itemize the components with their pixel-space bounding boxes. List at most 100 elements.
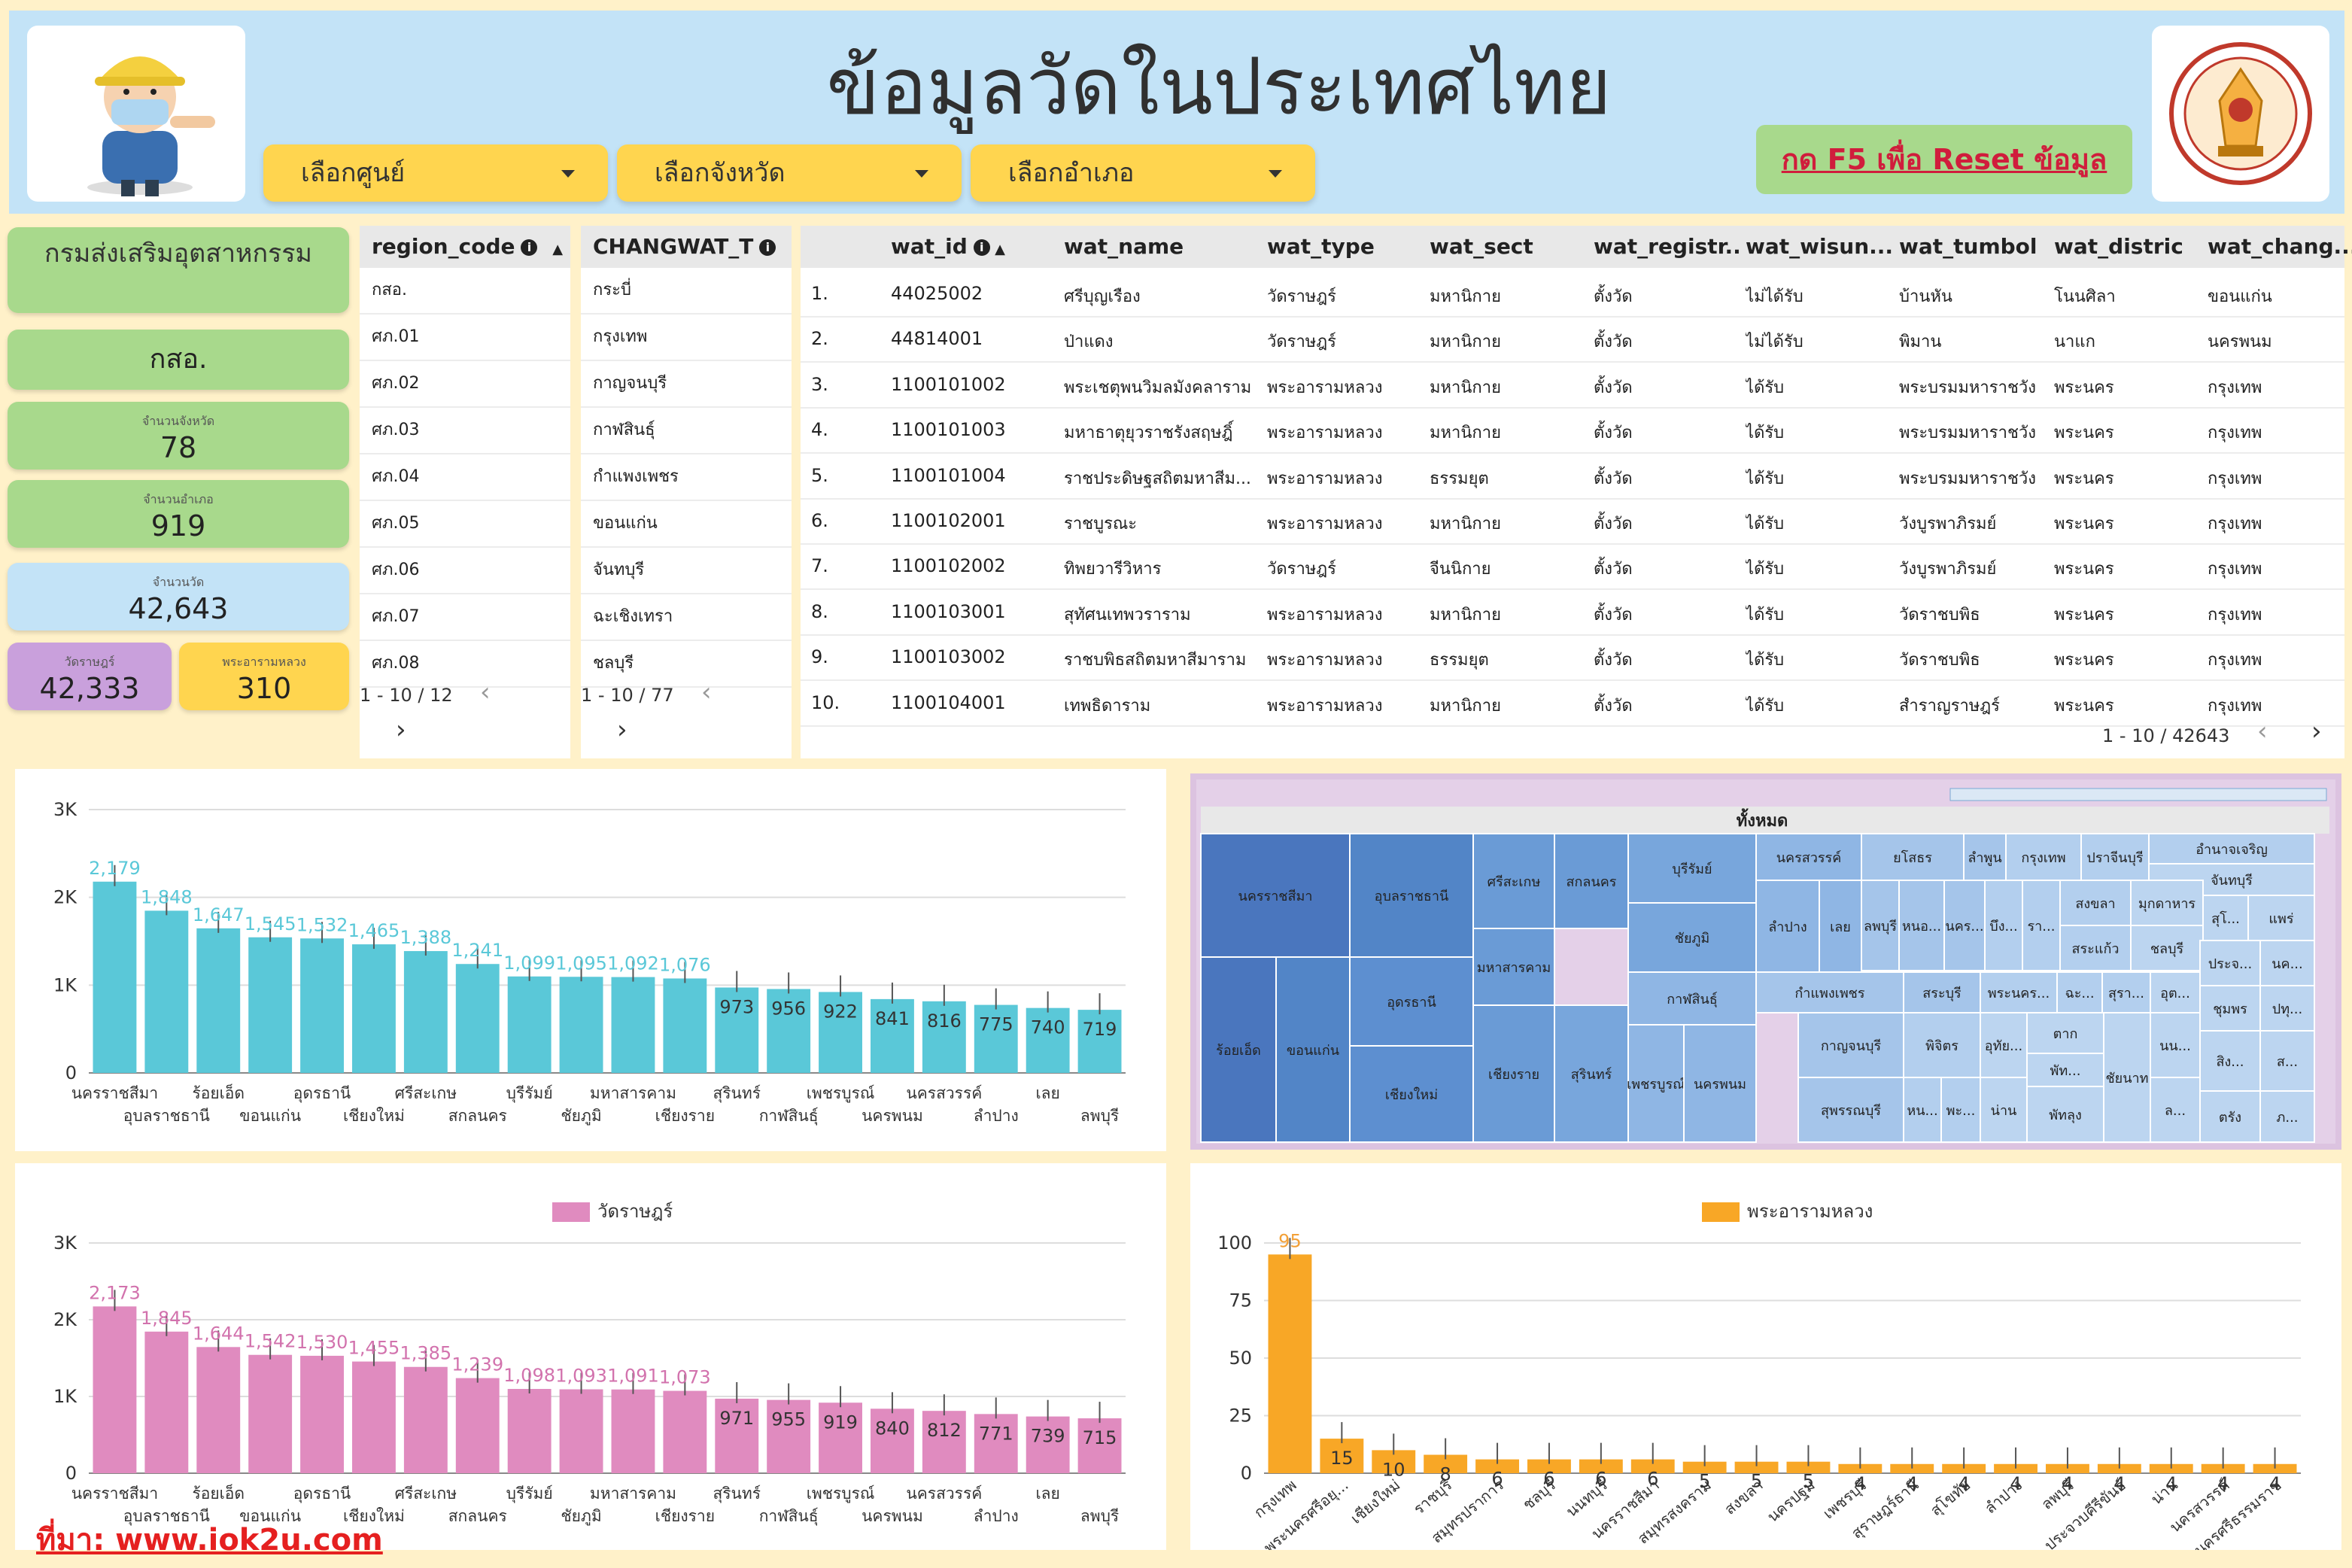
table-cell: ได้รับ bbox=[1746, 651, 1785, 670]
column-header-wat_chang[interactable]: wat_chang... bbox=[2208, 226, 2352, 268]
bar-chart-royal: 0255075100พระอารามหลวง95กรุงเทพ15พระนครศ… bbox=[1217, 1201, 2301, 1559]
table-cell: ราชประดิษฐสถิตมหาสีม... bbox=[1064, 469, 1251, 488]
province-row[interactable]: ชลบุรี bbox=[581, 641, 792, 688]
table-row[interactable]: 10. 1100104001 เทพธิดาราม พระอารามหลวง มหานิ… bbox=[801, 682, 2344, 727]
treemap-label: ยโสธร bbox=[1893, 849, 1932, 866]
treemap-label: กรุงเทพ bbox=[2021, 850, 2065, 866]
x-tick-label: ร้อยเอ็ด bbox=[192, 1483, 245, 1503]
region-table-header[interactable]: region_code i ▲ bbox=[360, 226, 570, 268]
select-center-dropdown[interactable]: เลือกศูนย์ bbox=[263, 144, 608, 202]
treemap-label: เลย bbox=[1830, 919, 1851, 935]
y-tick-label: 100 bbox=[1217, 1232, 1252, 1253]
region-row[interactable]: ศภ.07 bbox=[360, 594, 570, 641]
data-label: 4 bbox=[2062, 1473, 2073, 1494]
table-row[interactable]: 4. 1100101003 มหาธาตุยุวราชรังสฤษฎิ์ พระอาร… bbox=[801, 409, 2344, 454]
treemap-cell bbox=[1554, 1004, 1629, 1143]
treemap-cell bbox=[2130, 880, 2204, 926]
legend-swatch bbox=[1702, 1202, 1740, 1222]
province-row[interactable]: กรุงเทพ bbox=[581, 315, 792, 361]
column-header-wat_type[interactable]: wat_type bbox=[1267, 226, 1415, 268]
region-row[interactable]: ศภ.06 bbox=[360, 548, 570, 594]
region-row[interactable]: ศภ.02 bbox=[360, 361, 570, 408]
treemap-cell bbox=[2130, 925, 2204, 971]
table-cell: 44814001 bbox=[891, 328, 983, 350]
table-row[interactable]: 2. 44814001 ป่าแดง วัดราษฎร์ มหานิกาย ตั้งวัด… bbox=[801, 318, 2344, 363]
treemap-cell bbox=[1472, 1004, 1555, 1143]
bar bbox=[507, 1389, 552, 1473]
data-label: 775 bbox=[979, 1014, 1013, 1035]
next-page-icon[interactable]: › bbox=[396, 715, 406, 745]
treemap-label: แพร่ bbox=[2268, 911, 2293, 927]
province-row[interactable]: กระบี่ bbox=[581, 268, 792, 315]
table-row[interactable]: 5. 1100101004 ราชประดิษฐสถิตมหาสีม... พระอา… bbox=[801, 454, 2344, 500]
province-table-header[interactable]: CHANGWAT_T i bbox=[581, 226, 792, 268]
province-row[interactable]: กำแพงเพชร bbox=[581, 454, 792, 501]
column-header-wat_wisun[interactable]: wat_wisun... bbox=[1746, 226, 1893, 268]
sort-asc-icon[interactable]: ▲ bbox=[552, 242, 564, 257]
treemap-cell bbox=[2259, 985, 2315, 1032]
bar bbox=[507, 976, 552, 1073]
data-label: 719 bbox=[1083, 1019, 1117, 1040]
column-header-wat_name[interactable]: wat_name bbox=[1064, 226, 1211, 268]
province-row[interactable]: ขอนแก่น bbox=[581, 501, 792, 548]
table-row[interactable]: 8. 1100103001 สุทัศนเทพวราราม พระอารามหลวง ม… bbox=[801, 591, 2344, 636]
region-row[interactable]: กสอ. bbox=[360, 268, 570, 315]
treemap-label: พระนคร... bbox=[1988, 986, 2050, 1001]
column-label: wat_registr... bbox=[1594, 234, 1741, 259]
table-cell: พระอารามหลวง bbox=[1267, 651, 1383, 670]
table-row[interactable]: 6. 1100102001 ราชบูรณะ พระอารามหลวง มหานิกาย… bbox=[801, 500, 2344, 545]
next-page-icon[interactable]: › bbox=[617, 715, 628, 745]
column-header-wat_id[interactable]: wat_id i ▲ bbox=[891, 226, 1041, 268]
select-district-dropdown[interactable]: เลือกอำเภอ bbox=[971, 144, 1315, 202]
selected-center-card: กสอ. bbox=[8, 330, 349, 390]
bar bbox=[352, 1361, 396, 1473]
table-cell: พระอารามหลวง bbox=[1267, 515, 1383, 533]
column-header-wat_distric[interactable]: wat_distric bbox=[2054, 226, 2202, 268]
province-row[interactable]: จันทบุรี bbox=[581, 548, 792, 594]
prev-page-icon[interactable]: ‹ bbox=[2257, 716, 2268, 746]
data-label: 1,647 bbox=[193, 904, 245, 925]
province-row[interactable]: ฉะเชิงเทรา bbox=[581, 594, 792, 641]
x-tick-label: สกลนคร bbox=[448, 1507, 507, 1525]
region-row[interactable]: ศภ.05 bbox=[360, 501, 570, 548]
bar bbox=[2201, 1463, 2245, 1473]
column-header-wat_registr[interactable]: wat_registr... bbox=[1594, 226, 1741, 268]
province-row[interactable]: กาฬสินธุ์ bbox=[581, 408, 792, 454]
provinces-card: จำนวนจังหวัด 78 bbox=[8, 402, 349, 469]
table-cell: 1100104001 bbox=[891, 691, 1006, 713]
x-tick-label: ลำปาง bbox=[1981, 1475, 2025, 1517]
treemap-cell bbox=[2247, 895, 2315, 941]
region-row[interactable]: ศภ.03 bbox=[360, 408, 570, 454]
table-row[interactable]: 3. 1100101002 พระเชตุพนวิมลมังคลาราม พระอาร… bbox=[801, 363, 2344, 409]
prev-page-icon[interactable]: ‹ bbox=[480, 677, 491, 707]
table-cell: ธรรมยุต bbox=[1430, 651, 1489, 670]
column-header-wat_sect[interactable]: wat_sect bbox=[1430, 226, 1577, 268]
select-province-dropdown[interactable]: เลือกจังหวัด bbox=[617, 144, 962, 202]
column-header-wat_tumbol[interactable]: wat_tumbol bbox=[1899, 226, 2047, 268]
table-row[interactable]: 7. 1100102002 ทิพยวารีวิหาร วัดราษฎร์ จีนนิก… bbox=[801, 545, 2344, 591]
sort-asc-icon[interactable]: ▲ bbox=[989, 242, 1005, 257]
table-row[interactable]: 1. 44025002 ศรีบุญเรือง วัดราษฎร์ มหานิกาย ตั… bbox=[801, 272, 2344, 318]
province-row[interactable]: กาญจนบุรี bbox=[581, 361, 792, 408]
bar bbox=[871, 1408, 914, 1473]
table-cell: โนนศิลา bbox=[2054, 287, 2116, 306]
table-cell: มหานิกาย bbox=[1430, 515, 1501, 533]
table-cell: พิมาน bbox=[1899, 333, 1942, 352]
region-column-label: region_code bbox=[372, 234, 515, 259]
prev-page-icon[interactable]: ‹ bbox=[701, 677, 712, 707]
chevron-down-icon bbox=[561, 170, 575, 178]
region-row[interactable]: ศภ.04 bbox=[360, 454, 570, 501]
legend-label: วัดราษฎร์ bbox=[597, 1201, 673, 1222]
bar bbox=[144, 1331, 189, 1473]
treemap-cell bbox=[2202, 895, 2249, 941]
region-row[interactable]: ศภ.08 bbox=[360, 641, 570, 688]
next-page-icon[interactable]: › bbox=[2311, 716, 2322, 746]
province-rows: กระบี่ กรุงเทพ กาญจนบุรี กาฬสินธุ์ กำแพงเพชร… bbox=[581, 268, 792, 688]
region-row[interactable]: ศภ.01 bbox=[360, 315, 570, 361]
table-cell: 10. bbox=[811, 691, 840, 713]
reset-hint-button[interactable]: กด F5 เพื่อ Reset ข้อมูล bbox=[1756, 125, 2132, 194]
treemap-label: อุบลราชธานี bbox=[1375, 889, 1449, 904]
treemap-label: ตรัง bbox=[2219, 1110, 2241, 1126]
treemap-title: ทั้งหมด bbox=[1737, 808, 1788, 831]
table-row[interactable]: 9. 1100103002 ราชบพิธสถิตมหาสีมาราม พระอารา… bbox=[801, 636, 2344, 682]
